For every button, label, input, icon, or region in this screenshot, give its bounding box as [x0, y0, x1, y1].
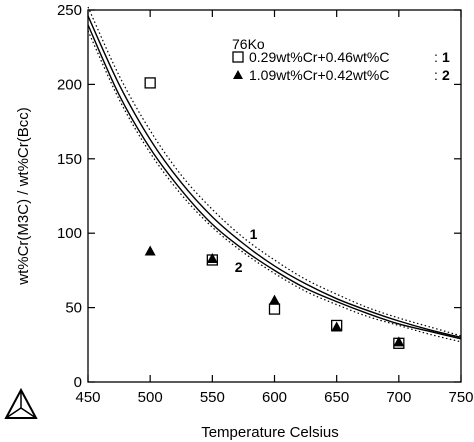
data-point-series-2	[331, 321, 343, 332]
legend: 76Ko 0.29wt%Cr+0.46wt%C : 1 1.09wt%Cr+0.…	[232, 36, 450, 83]
y-tick-label: 0	[74, 374, 82, 391]
logo-icon	[4, 387, 38, 419]
data-point-series-2	[144, 245, 156, 256]
curve-4	[87, 30, 462, 343]
legend-colon-2: :	[434, 67, 438, 83]
annot-layer: 12	[235, 226, 258, 275]
y-tick-label: 150	[57, 151, 82, 168]
x-tick-label: 700	[386, 389, 411, 406]
x-tick-label: 750	[448, 389, 473, 406]
data-point-series-1	[268, 303, 281, 315]
legend-label-series-1: 0.29wt%Cr+0.46wt%C	[249, 49, 389, 65]
legend-number-series-1: 1	[442, 49, 450, 65]
x-axis-label: Temperature Celsius	[201, 424, 339, 441]
x-tick-label: 550	[200, 389, 225, 406]
y-tick-label: 250	[57, 2, 82, 19]
legend-colon-1: :	[434, 49, 438, 65]
y-tick-label: 50	[65, 300, 82, 317]
data-point-series-1	[144, 77, 156, 89]
data-point-series-2	[393, 336, 405, 347]
x-tick-label: 450	[75, 389, 100, 406]
curve-1	[87, 15, 462, 339]
y-tick-label: 100	[57, 225, 82, 242]
curve-2	[87, 24, 462, 340]
legend-label-series-2: 1.09wt%Cr+0.42wt%C	[249, 67, 389, 83]
x-tick-label: 500	[138, 389, 163, 406]
curve-label-2: 2	[235, 259, 243, 275]
y-axis-label: wt%Cr(M3C) / wt%Cr(Bcc)	[15, 107, 32, 286]
ticks-layer: 450 500 550 600 650 700 750 0 50 100 150 200 250	[57, 2, 474, 406]
curve-3	[87, 6, 462, 337]
points-layer	[144, 77, 405, 349]
legend-marker-series-1	[232, 51, 244, 63]
curves-layer	[87, 6, 462, 343]
x-tick-label: 600	[262, 389, 287, 406]
x-tick-label: 650	[324, 389, 349, 406]
legend-title: 76Ko	[232, 36, 265, 52]
y-tick-label: 200	[57, 76, 82, 93]
legend-marker-series-2	[233, 70, 243, 79]
data-point-series-2	[269, 294, 280, 305]
legend-number-series-2: 2	[442, 67, 450, 83]
curve-label-1: 1	[250, 226, 258, 242]
data-point-series-2	[206, 252, 218, 263]
